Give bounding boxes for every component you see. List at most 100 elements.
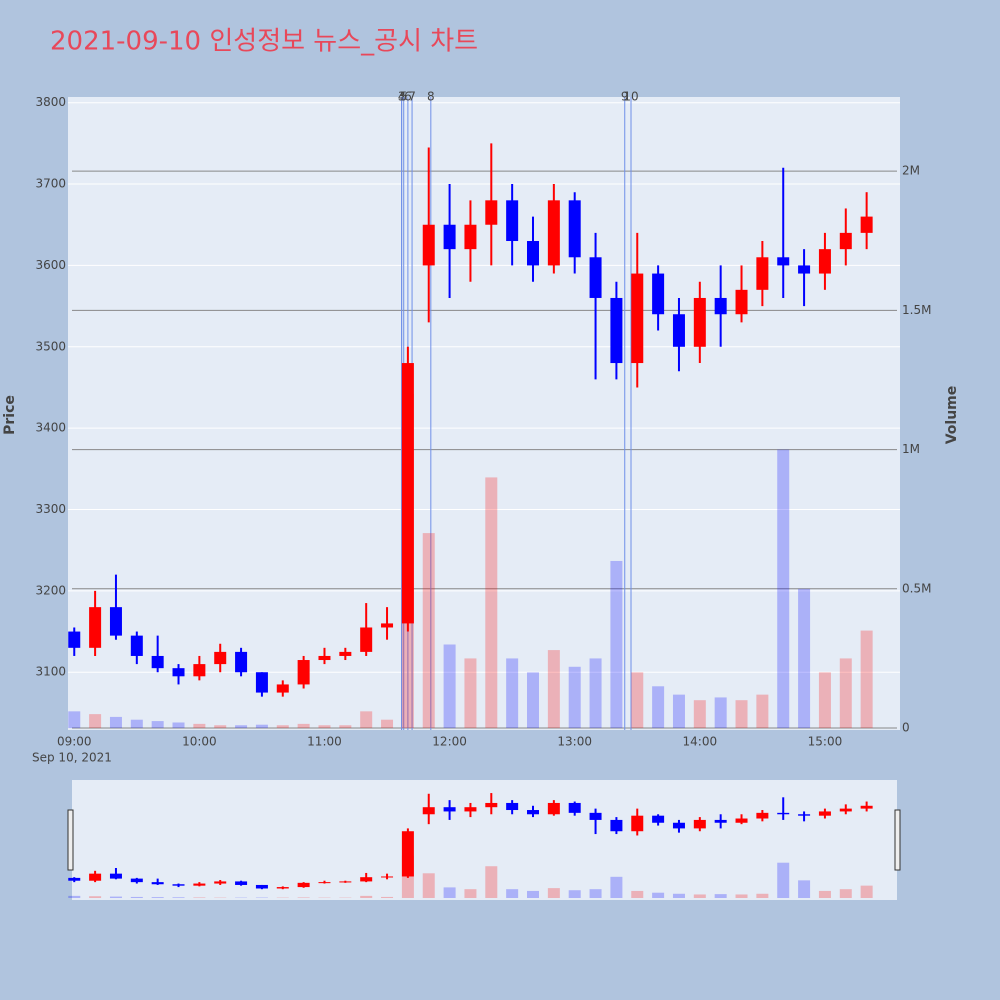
volume-bar bbox=[464, 658, 477, 729]
candle-body bbox=[568, 200, 581, 258]
slider-body bbox=[839, 808, 852, 812]
candle-body bbox=[214, 651, 227, 665]
slider-volume bbox=[756, 893, 769, 898]
slider-body bbox=[297, 882, 310, 888]
slider-body bbox=[610, 819, 623, 832]
y2-tick-label: 0 bbox=[902, 721, 910, 735]
candle-body bbox=[860, 216, 873, 233]
volume-bar bbox=[547, 650, 560, 729]
event-label: 6 bbox=[404, 90, 412, 104]
candle-body bbox=[631, 273, 644, 364]
candle-body bbox=[756, 257, 769, 290]
slider-volume bbox=[109, 896, 122, 898]
slider-body bbox=[506, 802, 519, 811]
slider-body bbox=[443, 807, 456, 812]
slider-body bbox=[798, 814, 811, 816]
y-axis-label: Price bbox=[2, 395, 18, 435]
slider-body bbox=[547, 802, 560, 815]
slider-volume bbox=[839, 889, 852, 898]
candle-body bbox=[401, 363, 414, 624]
volume-bar bbox=[130, 719, 143, 729]
y2-axis-label: Volume bbox=[944, 386, 960, 445]
candle-body bbox=[381, 623, 394, 628]
y-tick-label: 3800 bbox=[35, 95, 66, 109]
candle-body bbox=[485, 200, 498, 225]
candle-body bbox=[506, 200, 519, 242]
slider-body bbox=[255, 884, 268, 889]
candle-body bbox=[318, 655, 331, 661]
slider-body bbox=[464, 807, 477, 812]
slider-handle[interactable] bbox=[894, 809, 901, 871]
volume-bar bbox=[360, 711, 373, 729]
x-tick-label: 12:00 bbox=[432, 735, 467, 749]
candle-body bbox=[443, 224, 456, 250]
slider-volume bbox=[443, 887, 456, 898]
slider-body bbox=[422, 807, 435, 815]
slider-volume bbox=[297, 897, 310, 898]
slider-volume bbox=[422, 873, 435, 898]
slider-body bbox=[339, 881, 352, 883]
volume-bar bbox=[798, 588, 811, 729]
slider-volume bbox=[485, 866, 498, 898]
candle-body bbox=[798, 265, 811, 274]
slider-handle[interactable] bbox=[67, 809, 74, 871]
volume-bar bbox=[839, 658, 852, 729]
slider-body bbox=[235, 881, 248, 885]
y-tick-label: 3500 bbox=[35, 339, 66, 353]
volume-bar bbox=[714, 697, 727, 729]
slider-volume bbox=[818, 890, 831, 898]
candle-body bbox=[422, 224, 435, 266]
slider-volume bbox=[798, 880, 811, 898]
y2-tick-label: 0.5M bbox=[902, 581, 931, 595]
y-tick-label: 3300 bbox=[35, 502, 66, 516]
y2-tick-label: 1.5M bbox=[902, 303, 931, 317]
x-tick-label: 15:00 bbox=[808, 735, 843, 749]
volume-bar bbox=[818, 672, 831, 729]
candle-body bbox=[839, 232, 852, 250]
candle-body bbox=[360, 627, 373, 652]
slider-volume bbox=[68, 895, 81, 898]
slider-body bbox=[360, 877, 373, 882]
slider-volume bbox=[631, 890, 644, 898]
x-tick-label: 13:00 bbox=[557, 735, 592, 749]
y-tick-label: 3100 bbox=[35, 665, 66, 679]
event-label: 3 bbox=[398, 90, 406, 104]
chart-title: 2021-09-10 인성정보 뉴스_공시 차트 bbox=[50, 27, 478, 57]
x-tick-label: 14:00 bbox=[683, 735, 718, 749]
volume-bar bbox=[68, 711, 81, 729]
candle-body bbox=[464, 224, 477, 250]
candle-body bbox=[235, 651, 248, 673]
volume-bar bbox=[506, 658, 519, 729]
volume-bar bbox=[339, 725, 352, 729]
slider-body bbox=[151, 882, 164, 885]
slider-body bbox=[672, 822, 685, 829]
volume-bar bbox=[381, 719, 394, 729]
slider-body bbox=[172, 884, 185, 886]
y2-tick-label: 1M bbox=[902, 442, 920, 456]
x-tick-label: 11:00 bbox=[307, 735, 342, 749]
slider-volume bbox=[527, 890, 540, 898]
slider-body bbox=[818, 811, 831, 816]
candle-body bbox=[735, 289, 748, 315]
candle-body bbox=[527, 241, 540, 266]
y-tick-label: 3400 bbox=[35, 421, 66, 435]
slider-body bbox=[381, 876, 394, 878]
slider-volume bbox=[547, 888, 560, 898]
slider-body bbox=[276, 887, 289, 889]
candle-body bbox=[151, 655, 164, 669]
volume-bar bbox=[297, 723, 310, 729]
candle-body bbox=[693, 297, 706, 347]
slider-volume bbox=[360, 895, 373, 898]
slider-volume bbox=[381, 896, 394, 898]
slider-body bbox=[714, 819, 727, 823]
volume-bar bbox=[777, 449, 790, 729]
slider-volume bbox=[506, 889, 519, 898]
slider-body bbox=[214, 881, 227, 884]
candle-body bbox=[89, 607, 102, 648]
volume-bar bbox=[631, 672, 644, 729]
slider-volume bbox=[610, 876, 623, 898]
range-slider[interactable] bbox=[72, 780, 897, 900]
slider-body bbox=[777, 812, 790, 815]
slider-body bbox=[735, 818, 748, 823]
volume-bar bbox=[89, 714, 102, 729]
